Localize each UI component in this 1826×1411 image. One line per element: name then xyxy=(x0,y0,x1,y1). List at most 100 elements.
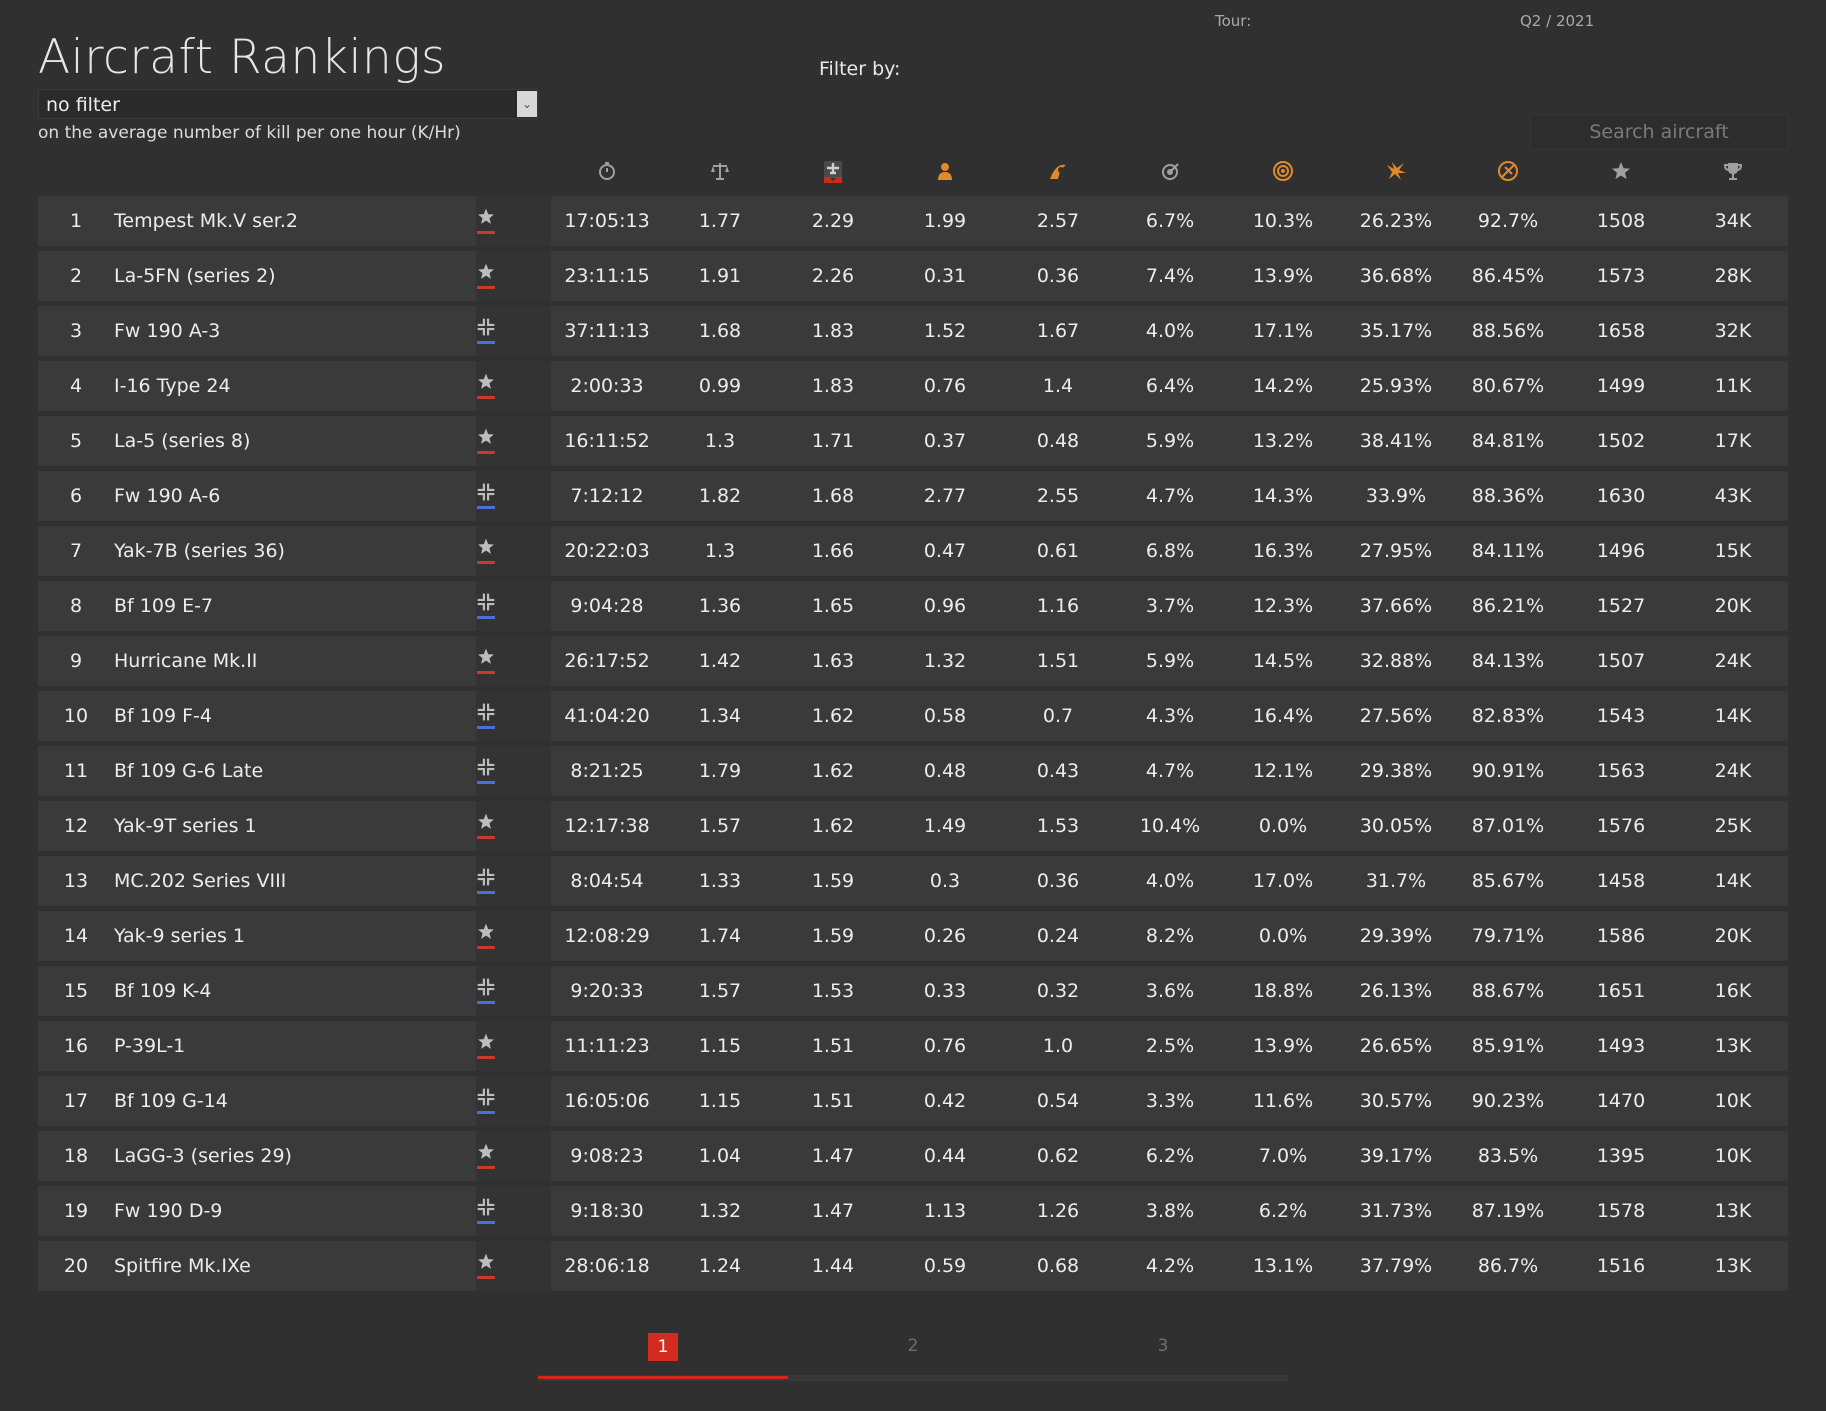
aircraft-name[interactable]: Bf 109 G-14 xyxy=(114,1090,228,1112)
page-2-button[interactable]: 2 xyxy=(788,1333,1038,1359)
nation-badge xyxy=(474,863,498,899)
row-background xyxy=(38,746,476,796)
stat-cell: 0.44 xyxy=(923,1145,967,1167)
stat-cell: 2.29 xyxy=(811,210,855,232)
aircraft-name[interactable]: Bf 109 G-6 Late xyxy=(114,760,264,782)
aircraft-kill-icon[interactable] xyxy=(818,156,848,186)
accuracy-icon[interactable] xyxy=(1155,156,1185,186)
table-row[interactable]: 1 Tempest Mk.V ser.2 17:05:13 1.77 2.29 1.9… xyxy=(38,196,1788,246)
stat-cell: 17:05:13 xyxy=(564,210,650,232)
rank-cell: 5 xyxy=(69,430,83,452)
stopwatch-icon[interactable] xyxy=(592,156,622,186)
stat-cell: 16.3% xyxy=(1252,540,1314,562)
nation-stripe xyxy=(477,1166,495,1169)
stat-cell: 1.33 xyxy=(698,870,742,892)
table-row[interactable]: 19 Fw 190 D-9 9:18:30 1.32 1.47 1.13 1.26 3.8… xyxy=(38,1186,1788,1236)
stat-cell: 84.11% xyxy=(1471,540,1545,562)
chevron-down-icon[interactable]: ⌄ xyxy=(517,91,537,117)
balance-scale-icon[interactable] xyxy=(705,156,735,186)
row-background xyxy=(38,691,476,741)
stat-cell: 1.68 xyxy=(698,320,742,342)
trophy-icon[interactable] xyxy=(1718,156,1748,186)
aircraft-name[interactable]: P-39L-1 xyxy=(114,1035,186,1057)
aircraft-name[interactable]: Tempest Mk.V ser.2 xyxy=(114,210,298,232)
target-rings-icon[interactable] xyxy=(1268,156,1298,186)
aircraft-name[interactable]: La-5 (series 8) xyxy=(114,430,251,452)
stat-cell: 4.7% xyxy=(1145,760,1195,782)
stat-cell: 1.82 xyxy=(698,485,742,507)
page-3-button[interactable]: 3 xyxy=(1038,1333,1288,1359)
aircraft-name[interactable]: I-16 Type 24 xyxy=(114,375,231,397)
aircraft-name[interactable]: Yak-9 series 1 xyxy=(114,925,246,947)
table-row[interactable]: 20 Spitfire Mk.IXe 28:06:18 1.24 1.44 0.59 0… xyxy=(38,1241,1788,1291)
aircraft-name[interactable]: Fw 190 D-9 xyxy=(114,1200,223,1222)
aircraft-name[interactable]: Fw 190 A-6 xyxy=(114,485,221,507)
stat-cell: 26.13% xyxy=(1359,980,1433,1002)
aircraft-name[interactable]: LaGG-3 (series 29) xyxy=(114,1145,292,1167)
table-row[interactable]: 2 La-5FN (series 2) 23:11:15 1.91 2.26 0.31… xyxy=(38,251,1788,301)
survival-icon[interactable] xyxy=(1493,156,1523,186)
table-row[interactable]: 11 Bf 109 G-6 Late 8:21:25 1.79 1.62 0.48 0.… xyxy=(38,746,1788,796)
table-row[interactable]: 6 Fw 190 A-6 7:12:12 1.82 1.68 2.77 2.55 4.7%… xyxy=(38,471,1788,521)
aircraft-name[interactable]: Fw 190 A-3 xyxy=(114,320,221,342)
table-row[interactable]: 16 P-39L-1 11:11:23 1.15 1.51 0.76 1.0 2.5% 13… xyxy=(38,1021,1788,1071)
table-row[interactable]: 8 Bf 109 E-7 9:04:28 1.36 1.65 0.96 1.16 3.7%… xyxy=(38,581,1788,631)
row-background xyxy=(551,636,1788,686)
table-row[interactable]: 18 LaGG-3 (series 29) 9:08:23 1.04 1.47 0.4… xyxy=(38,1131,1788,1181)
aircraft-name[interactable]: La-5FN (series 2) xyxy=(114,265,276,287)
stat-cell: 39.17% xyxy=(1359,1145,1433,1167)
aircraft-name[interactable]: MC.202 Series VIII xyxy=(114,870,287,892)
page-1-button[interactable]: 1 xyxy=(538,1333,788,1361)
aircraft-name[interactable]: Bf 109 K-4 xyxy=(114,980,212,1002)
aircraft-name[interactable]: Bf 109 F-4 xyxy=(114,705,212,727)
stat-cell: 1.47 xyxy=(811,1145,855,1167)
table-row[interactable]: 15 Bf 109 K-4 9:20:33 1.57 1.53 0.33 0.32 3.6… xyxy=(38,966,1788,1016)
stat-cell: 3.6% xyxy=(1145,980,1195,1002)
nation-stripe xyxy=(477,781,495,784)
stat-cell: 1.3 xyxy=(704,430,736,452)
stat-cell: 9:20:33 xyxy=(570,980,644,1002)
table-row[interactable]: 9 Hurricane Mk.II 26:17:52 1.42 1.63 1.32 1.… xyxy=(38,636,1788,686)
stat-cell: 14.5% xyxy=(1252,650,1314,672)
rank-cell: 3 xyxy=(69,320,83,342)
table-row[interactable]: 7 Yak-7B (series 36) 20:22:03 1.3 1.66 0.47… xyxy=(38,526,1788,576)
stat-cell: 17.1% xyxy=(1252,320,1314,342)
row-background xyxy=(38,1131,476,1181)
row-background xyxy=(38,1241,476,1291)
stat-cell: 1.47 xyxy=(811,1200,855,1222)
table-row[interactable]: 12 Yak-9T series 1 12:17:38 1.57 1.62 1.49 1… xyxy=(38,801,1788,851)
stat-cell: 1508 xyxy=(1596,210,1646,232)
ranking-filter-select[interactable]: no filter ⌄ xyxy=(38,89,538,119)
nation-stripe xyxy=(477,616,495,619)
stat-cell: 79.71% xyxy=(1471,925,1545,947)
aircraft-name[interactable]: Hurricane Mk.II xyxy=(114,650,258,672)
aircraft-name[interactable]: Bf 109 E-7 xyxy=(114,595,214,617)
star-rating-icon[interactable] xyxy=(1606,156,1636,186)
aircraft-name[interactable]: Yak-9T series 1 xyxy=(114,815,257,837)
table-row[interactable]: 13 MC.202 Series VIII 8:04:54 1.33 1.59 0.3… xyxy=(38,856,1788,906)
row-background xyxy=(38,581,476,631)
aircraft-name[interactable]: Yak-7B (series 36) xyxy=(114,540,285,562)
stat-cell: 0.62 xyxy=(1036,1145,1080,1167)
stat-cell: 5.9% xyxy=(1145,650,1195,672)
stat-cell: 7:12:12 xyxy=(570,485,644,507)
nation-stripe xyxy=(477,891,495,894)
table-row[interactable]: 4 I-16 Type 24 2:00:33 0.99 1.83 0.76 1.4 6.4… xyxy=(38,361,1788,411)
stat-cell: 7.4% xyxy=(1145,265,1195,287)
crash-icon[interactable] xyxy=(1381,156,1411,186)
table-row[interactable]: 3 Fw 190 A-3 37:11:13 1.68 1.83 1.52 1.67 4.0… xyxy=(38,306,1788,356)
table-row[interactable]: 10 Bf 109 F-4 41:04:20 1.34 1.62 0.58 0.7 4.3… xyxy=(38,691,1788,741)
nation-badge xyxy=(474,423,498,459)
rank-cell: 9 xyxy=(69,650,83,672)
aircraft-name[interactable]: Spitfire Mk.IXe xyxy=(114,1255,251,1277)
nation-badge xyxy=(474,313,498,349)
table-row[interactable]: 14 Yak-9 series 1 12:08:29 1.74 1.59 0.26 0.… xyxy=(38,911,1788,961)
table-row[interactable]: 17 Bf 109 G-14 16:05:06 1.15 1.51 0.42 0.54 3… xyxy=(38,1076,1788,1126)
nation-stripe xyxy=(477,341,495,344)
pilot-icon[interactable] xyxy=(930,156,960,186)
ground-target-icon[interactable] xyxy=(1043,156,1073,186)
search-aircraft-input[interactable] xyxy=(1530,114,1788,150)
stat-cell: 0.36 xyxy=(1036,265,1080,287)
table-row[interactable]: 5 La-5 (series 8) 16:11:52 1.3 1.71 0.37 0.4… xyxy=(38,416,1788,466)
row-background xyxy=(38,911,476,961)
